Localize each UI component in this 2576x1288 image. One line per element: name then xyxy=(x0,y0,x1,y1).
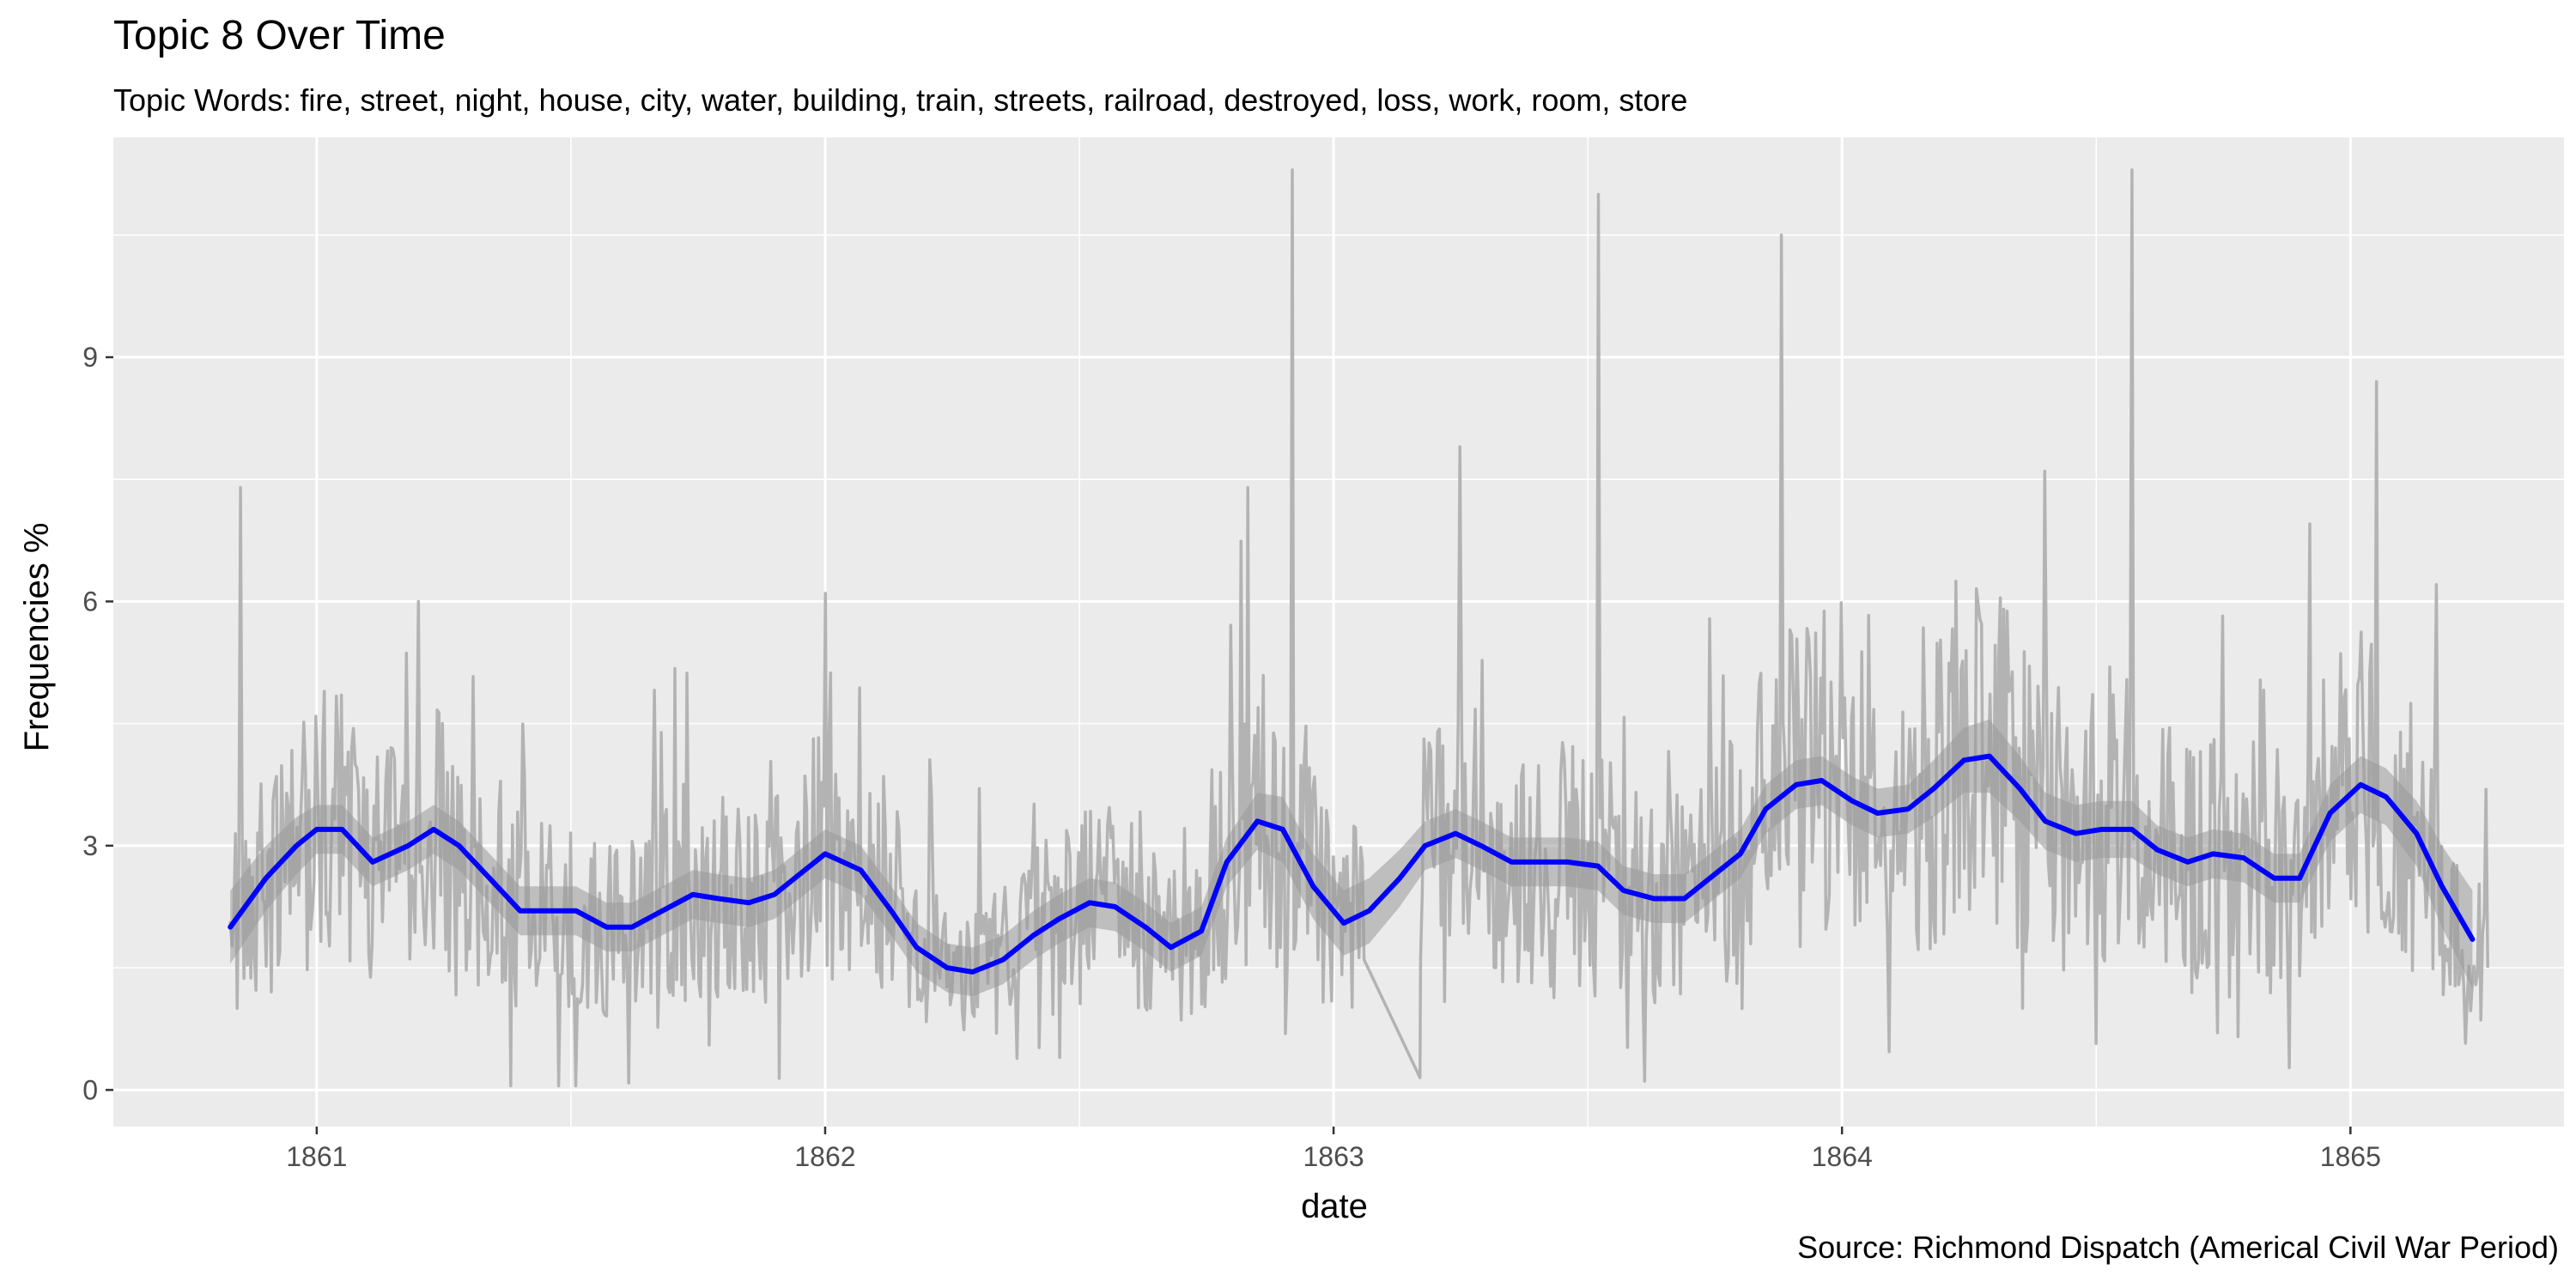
y-axis-ticks: 0 3 6 9 xyxy=(82,342,113,1105)
plot-panel xyxy=(113,137,2564,1127)
chart-caption: Source: Richmond Dispatch (Americal Civi… xyxy=(1797,1230,2559,1265)
y-tick-label: 0 xyxy=(82,1074,98,1105)
x-axis-title: date xyxy=(1301,1188,1368,1225)
smoothed-trend-series xyxy=(228,753,2476,975)
x-tick-label: 1864 xyxy=(1812,1141,1873,1172)
panel-background xyxy=(113,137,2564,1127)
y-tick-label: 6 xyxy=(82,586,98,617)
chart-title: Topic 8 Over Time xyxy=(113,13,446,58)
x-tick-label: 1865 xyxy=(2320,1141,2381,1172)
smoothed-trend-line xyxy=(228,753,2476,975)
x-tick-label: 1862 xyxy=(794,1141,855,1172)
y-tick-label: 3 xyxy=(82,830,98,861)
y-tick-label: 9 xyxy=(82,342,98,373)
confidence-band xyxy=(230,719,2473,997)
x-tick-label: 1863 xyxy=(1303,1141,1364,1172)
confidence-ribbon xyxy=(230,719,2473,997)
chart-subtitle: Topic Words: fire, street, night, house,… xyxy=(113,82,1688,118)
y-axis-title: Frequencies % xyxy=(18,523,56,752)
x-axis-ticks: 1861 1862 1863 1864 1865 xyxy=(286,1127,2381,1172)
x-tick-label: 1861 xyxy=(286,1141,347,1172)
